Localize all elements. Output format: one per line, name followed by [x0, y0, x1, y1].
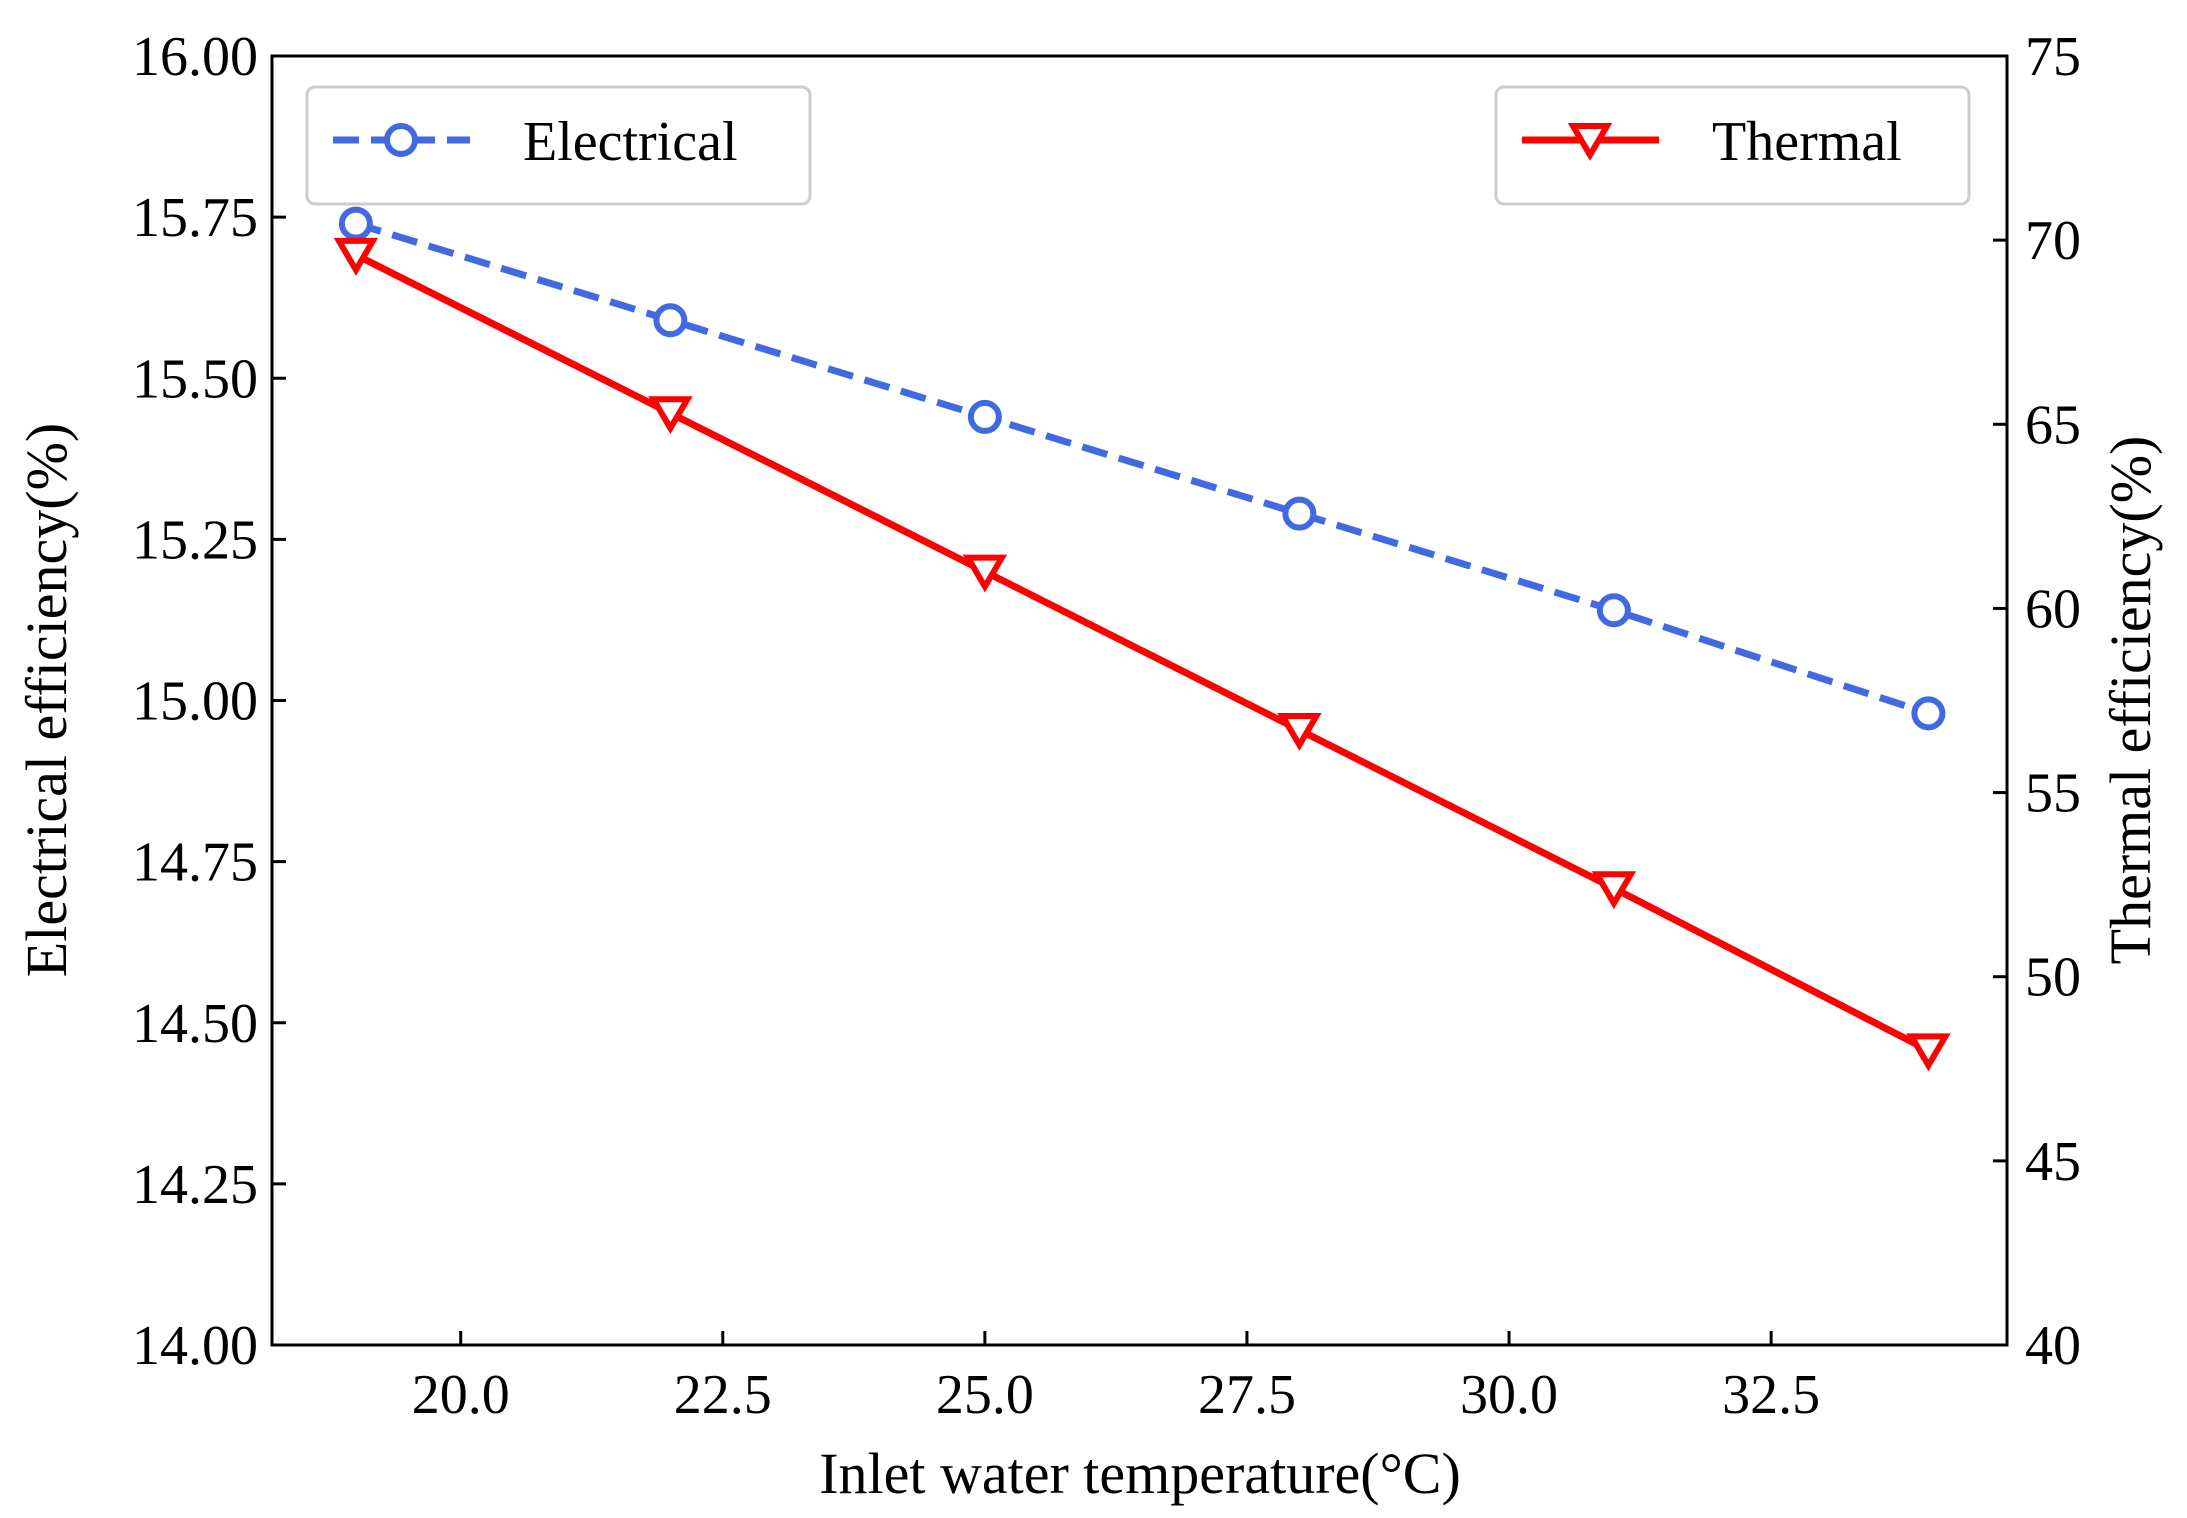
x-tick-label: 22.5 — [674, 1364, 772, 1426]
data-point-electrical — [1596, 593, 1631, 628]
data-point-electrical — [653, 303, 688, 338]
y-left-tick-label: 14.00 — [132, 1315, 258, 1377]
legend-electrical-box — [305, 85, 812, 206]
y-right-tick-label: 40 — [2025, 1315, 2081, 1377]
legend-thermal: Thermal — [1494, 85, 1971, 206]
data-point-thermal — [1906, 1033, 1951, 1072]
legend-thermal-label: Thermal — [1712, 111, 1902, 173]
y-right-tick-label: 50 — [2025, 947, 2081, 1009]
series-line-thermal — [354, 251, 1931, 1054]
legend-electrical-marker-icon — [384, 123, 418, 157]
data-point-electrical — [1282, 496, 1317, 531]
x-tick-label: 27.5 — [1198, 1364, 1296, 1426]
data-point-electrical — [967, 399, 1002, 434]
data-point-thermal — [962, 554, 1008, 593]
y-right-tick-label: 75 — [2025, 26, 2081, 88]
y-right-tick-label: 70 — [2025, 210, 2081, 272]
series-line-electrical — [354, 220, 1930, 717]
y-axis-left-title: Electrical efficiency(%) — [14, 423, 79, 977]
data-point-thermal — [1591, 871, 1637, 910]
data-point-thermal — [333, 237, 379, 276]
data-point-electrical — [1911, 696, 1946, 731]
series-layer — [333, 206, 1951, 1072]
legend-electrical-label: Electrical — [523, 111, 738, 173]
legend-thermal-marker-icon — [1567, 123, 1613, 161]
y-left-tick-label: 14.75 — [132, 832, 258, 894]
data-point-thermal — [1277, 713, 1322, 751]
plot-area — [272, 56, 2007, 1345]
y-left-tick-label: 16.00 — [132, 26, 258, 88]
y-left-tick-label: 15.00 — [132, 671, 258, 733]
y-left-tick-label: 14.25 — [132, 1154, 258, 1216]
legend-thermal-box — [1494, 85, 1971, 206]
data-point-electrical — [338, 206, 373, 241]
y-left-tick-label: 15.25 — [132, 509, 258, 571]
data-point-thermal — [648, 396, 693, 435]
y-axis-right-title: Thermal efficiency(%) — [2098, 436, 2163, 965]
x-tick-label: 32.5 — [1722, 1364, 1820, 1426]
y-left-tick-label: 14.50 — [132, 993, 258, 1055]
y-right-tick-label: 45 — [2025, 1131, 2081, 1193]
y-left-tick-label: 15.50 — [132, 348, 258, 410]
x-tick-label: 25.0 — [936, 1364, 1034, 1426]
x-axis-title: Inlet water temperature(°C) — [819, 1441, 1461, 1506]
y-right-tick-label: 60 — [2025, 578, 2081, 640]
y-right-tick-label: 65 — [2025, 394, 2081, 456]
legend-electrical: Electrical — [305, 85, 812, 206]
x-tick-label: 30.0 — [1460, 1364, 1558, 1426]
x-tick-label: 20.0 — [412, 1364, 510, 1426]
y-left-tick-label: 15.75 — [132, 187, 258, 249]
y-right-tick-label: 55 — [2025, 763, 2081, 825]
ticks-layer: 20.0 22.5 25.0 27.5 30.0 32.5 14.00 14.25 14.50 1… — [132, 26, 2081, 1426]
